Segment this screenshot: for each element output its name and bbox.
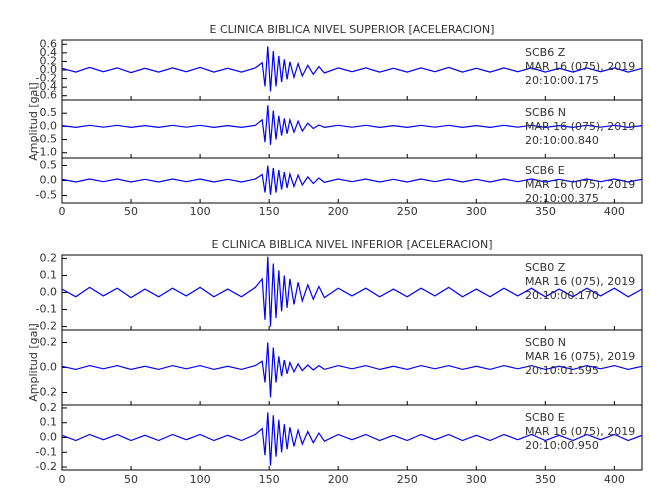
y-tick-label: -0.5 bbox=[36, 189, 57, 202]
waveform bbox=[61, 412, 643, 466]
x-tick-label: 150 bbox=[259, 205, 280, 218]
y-tick-label: 0.4 bbox=[40, 46, 58, 59]
y-tick-label: -1.0 bbox=[36, 146, 57, 159]
station-label: SCB6 Z bbox=[525, 46, 566, 59]
x-tick-label: 250 bbox=[397, 205, 418, 218]
waveform bbox=[61, 256, 643, 327]
station-label: SCB0 Z bbox=[525, 261, 566, 274]
date-label: MAR 16 (075), 2019 bbox=[525, 350, 635, 363]
date-label: MAR 16 (075), 2019 bbox=[525, 275, 635, 288]
time-label: 20:10:00.170 bbox=[525, 289, 599, 302]
y-tick-label: 0.5 bbox=[40, 159, 58, 172]
x-tick-label: 300 bbox=[466, 205, 487, 218]
y-tick-label: 0.0 bbox=[40, 63, 58, 76]
date-label: MAR 16 (075), 2019 bbox=[525, 178, 635, 191]
x-tick-label: 0 bbox=[59, 205, 66, 218]
y-tick-label: -0.2 bbox=[36, 72, 57, 85]
time-label: 20:10:00.950 bbox=[525, 439, 599, 452]
x-tick-label: 350 bbox=[535, 205, 556, 218]
y-tick-label: -0.2 bbox=[36, 320, 57, 333]
station-label: SCB6 N bbox=[525, 106, 566, 119]
y-tick-label: -0.5 bbox=[36, 133, 57, 146]
chart-title: E CLINICA BIBLICA NIVEL SUPERIOR [ACELER… bbox=[210, 23, 495, 36]
date-label: MAR 16 (075), 2019 bbox=[525, 425, 635, 438]
y-tick-label: 0.6 bbox=[40, 37, 58, 50]
y-tick-label: 0.2 bbox=[40, 336, 58, 349]
y-tick-label: 0.0 bbox=[40, 286, 58, 299]
waveform bbox=[61, 342, 643, 398]
x-tick-label: 50 bbox=[124, 205, 138, 218]
y-tick-label: 0.0 bbox=[40, 431, 58, 444]
x-tick-label: 200 bbox=[328, 205, 349, 218]
x-tick-label: 350 bbox=[535, 473, 556, 486]
time-label: 20:10:01.595 bbox=[525, 364, 599, 377]
waveform bbox=[61, 165, 643, 195]
x-tick-label: 400 bbox=[604, 205, 625, 218]
y-tick-label: 0.0 bbox=[40, 361, 58, 374]
y-tick-label: 0.1 bbox=[40, 416, 58, 429]
x-tick-label: 300 bbox=[466, 473, 487, 486]
waveform bbox=[61, 105, 643, 145]
station-label: SCB0 E bbox=[525, 411, 565, 424]
y-tick-label: -0.2 bbox=[36, 386, 57, 399]
y-tick-label: 0.5 bbox=[40, 106, 58, 119]
y-tick-label: -0.2 bbox=[36, 460, 57, 473]
x-tick-label: 100 bbox=[190, 473, 211, 486]
date-label: MAR 16 (075), 2019 bbox=[525, 120, 635, 133]
y-tick-label: -0.1 bbox=[36, 445, 57, 458]
y-tick-label: 0.2 bbox=[40, 251, 58, 264]
y-tick-label: 0.0 bbox=[40, 174, 58, 187]
y-tick-label: -0.4 bbox=[36, 80, 57, 93]
y-tick-label: 0.0 bbox=[40, 119, 58, 132]
y-axis-label: Amplitud [gal] bbox=[27, 323, 40, 401]
waveform bbox=[61, 46, 643, 92]
y-tick-label: -0.1 bbox=[36, 303, 57, 316]
time-label: 20:10:00.375 bbox=[525, 192, 599, 205]
y-tick-label: 0.2 bbox=[40, 54, 58, 67]
y-axis-label: Amplitud [gal] bbox=[27, 82, 40, 160]
station-label: SCB0 N bbox=[525, 336, 566, 349]
time-label: 20:10:00.840 bbox=[525, 134, 599, 147]
x-tick-label: 100 bbox=[190, 205, 211, 218]
chart-title: E CLINICA BIBLICA NIVEL INFERIOR [ACELER… bbox=[211, 238, 492, 251]
y-tick-label: 0.2 bbox=[40, 401, 58, 414]
x-tick-label: 200 bbox=[328, 473, 349, 486]
x-tick-label: 400 bbox=[604, 473, 625, 486]
x-tick-label: 50 bbox=[124, 473, 138, 486]
x-tick-label: 0 bbox=[59, 473, 66, 486]
station-label: SCB6 E bbox=[525, 164, 565, 177]
x-tick-label: 150 bbox=[259, 473, 280, 486]
x-tick-label: 250 bbox=[397, 473, 418, 486]
y-tick-label: -0.6 bbox=[36, 89, 57, 102]
y-tick-label: 0.1 bbox=[40, 268, 58, 281]
time-label: 20:10:00.175 bbox=[525, 74, 599, 87]
date-label: MAR 16 (075), 2019 bbox=[525, 60, 635, 73]
